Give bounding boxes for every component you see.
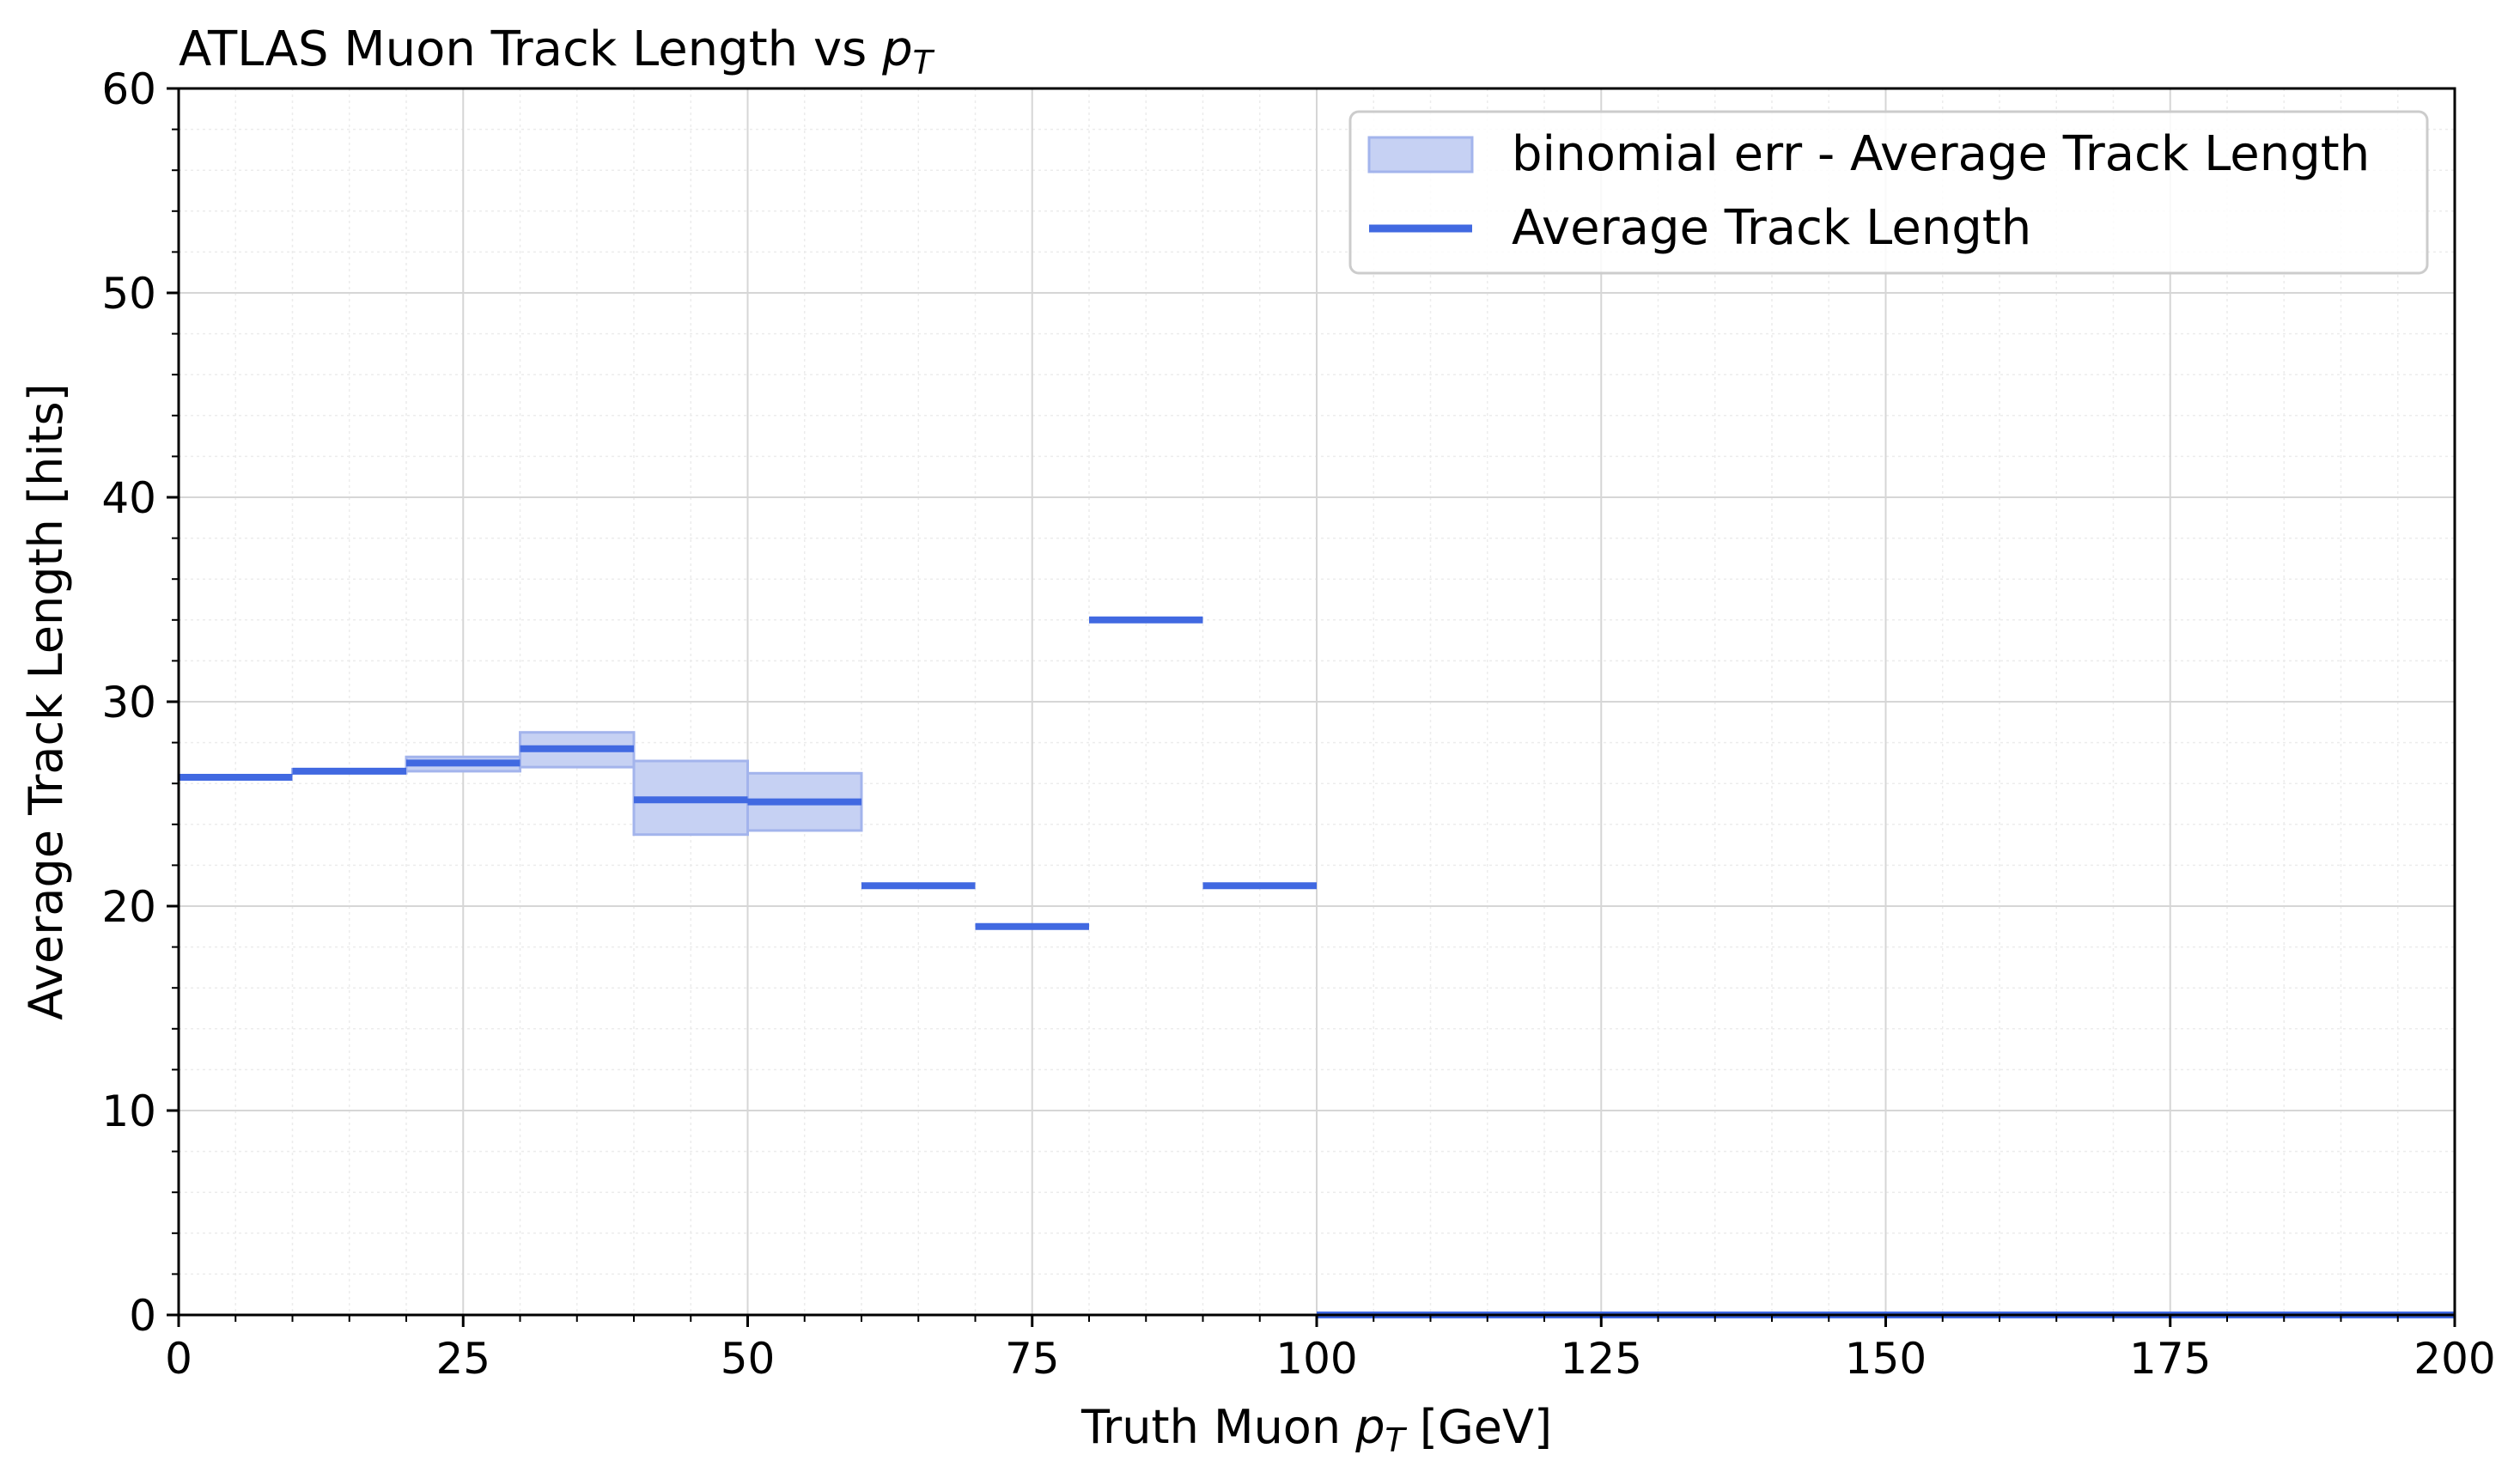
y-tick-label: 30: [101, 678, 156, 727]
x-axis-title-suffix: [GeV]: [1405, 1400, 1552, 1454]
chart-title-math-sub: T: [913, 44, 935, 82]
legend-label-band: binomial err - Average Track Length: [1512, 126, 2370, 182]
x-axis-title: Truth Muon pT [GeV]: [1080, 1400, 1552, 1459]
x-axis-title-prefix: Truth Muon: [1080, 1400, 1355, 1454]
x-tick-label: 175: [2129, 1334, 2211, 1384]
chart-title-text: ATLAS Muon Track Length vs: [179, 21, 882, 77]
y-tick-label: 0: [129, 1291, 156, 1341]
chart-title: ATLAS Muon Track Length vs pT: [179, 21, 935, 82]
x-axis-title-math: p: [1354, 1400, 1385, 1454]
y-tick-label: 40: [101, 473, 156, 523]
x-tick-labels: 0 25 50 75 100 125 150 175 200: [165, 1334, 2496, 1384]
y-tick-label: 60: [101, 64, 156, 114]
y-tick-label: 50: [101, 269, 156, 319]
x-tick-label: 125: [1561, 1334, 1642, 1384]
y-tick-label: 10: [101, 1086, 156, 1136]
y-tick-label: 20: [101, 882, 156, 932]
x-tick-label: 150: [1845, 1334, 1927, 1384]
y-axis-title: Average Track Length [hits]: [19, 383, 73, 1019]
legend-label-line: Average Track Length: [1512, 200, 2031, 256]
chart-title-math: p: [881, 21, 913, 77]
x-tick-label: 100: [1275, 1334, 1357, 1384]
x-tick-label: 200: [2413, 1334, 2495, 1384]
y-tick-labels: 0 10 20 30 40 50 60: [101, 64, 156, 1341]
x-tick-label: 0: [165, 1334, 192, 1384]
axis-ticks: [167, 87, 2456, 1327]
x-axis-title-math-sub: T: [1385, 1421, 1408, 1459]
x-tick-label: 75: [1005, 1334, 1060, 1384]
x-tick-label: 50: [721, 1334, 776, 1384]
legend-box: [1348, 110, 2429, 275]
legend-swatch-band: [1367, 136, 1474, 173]
legend: binomial err - Average Track Length Aver…: [1348, 110, 2429, 275]
x-tick-label: 25: [435, 1334, 490, 1384]
